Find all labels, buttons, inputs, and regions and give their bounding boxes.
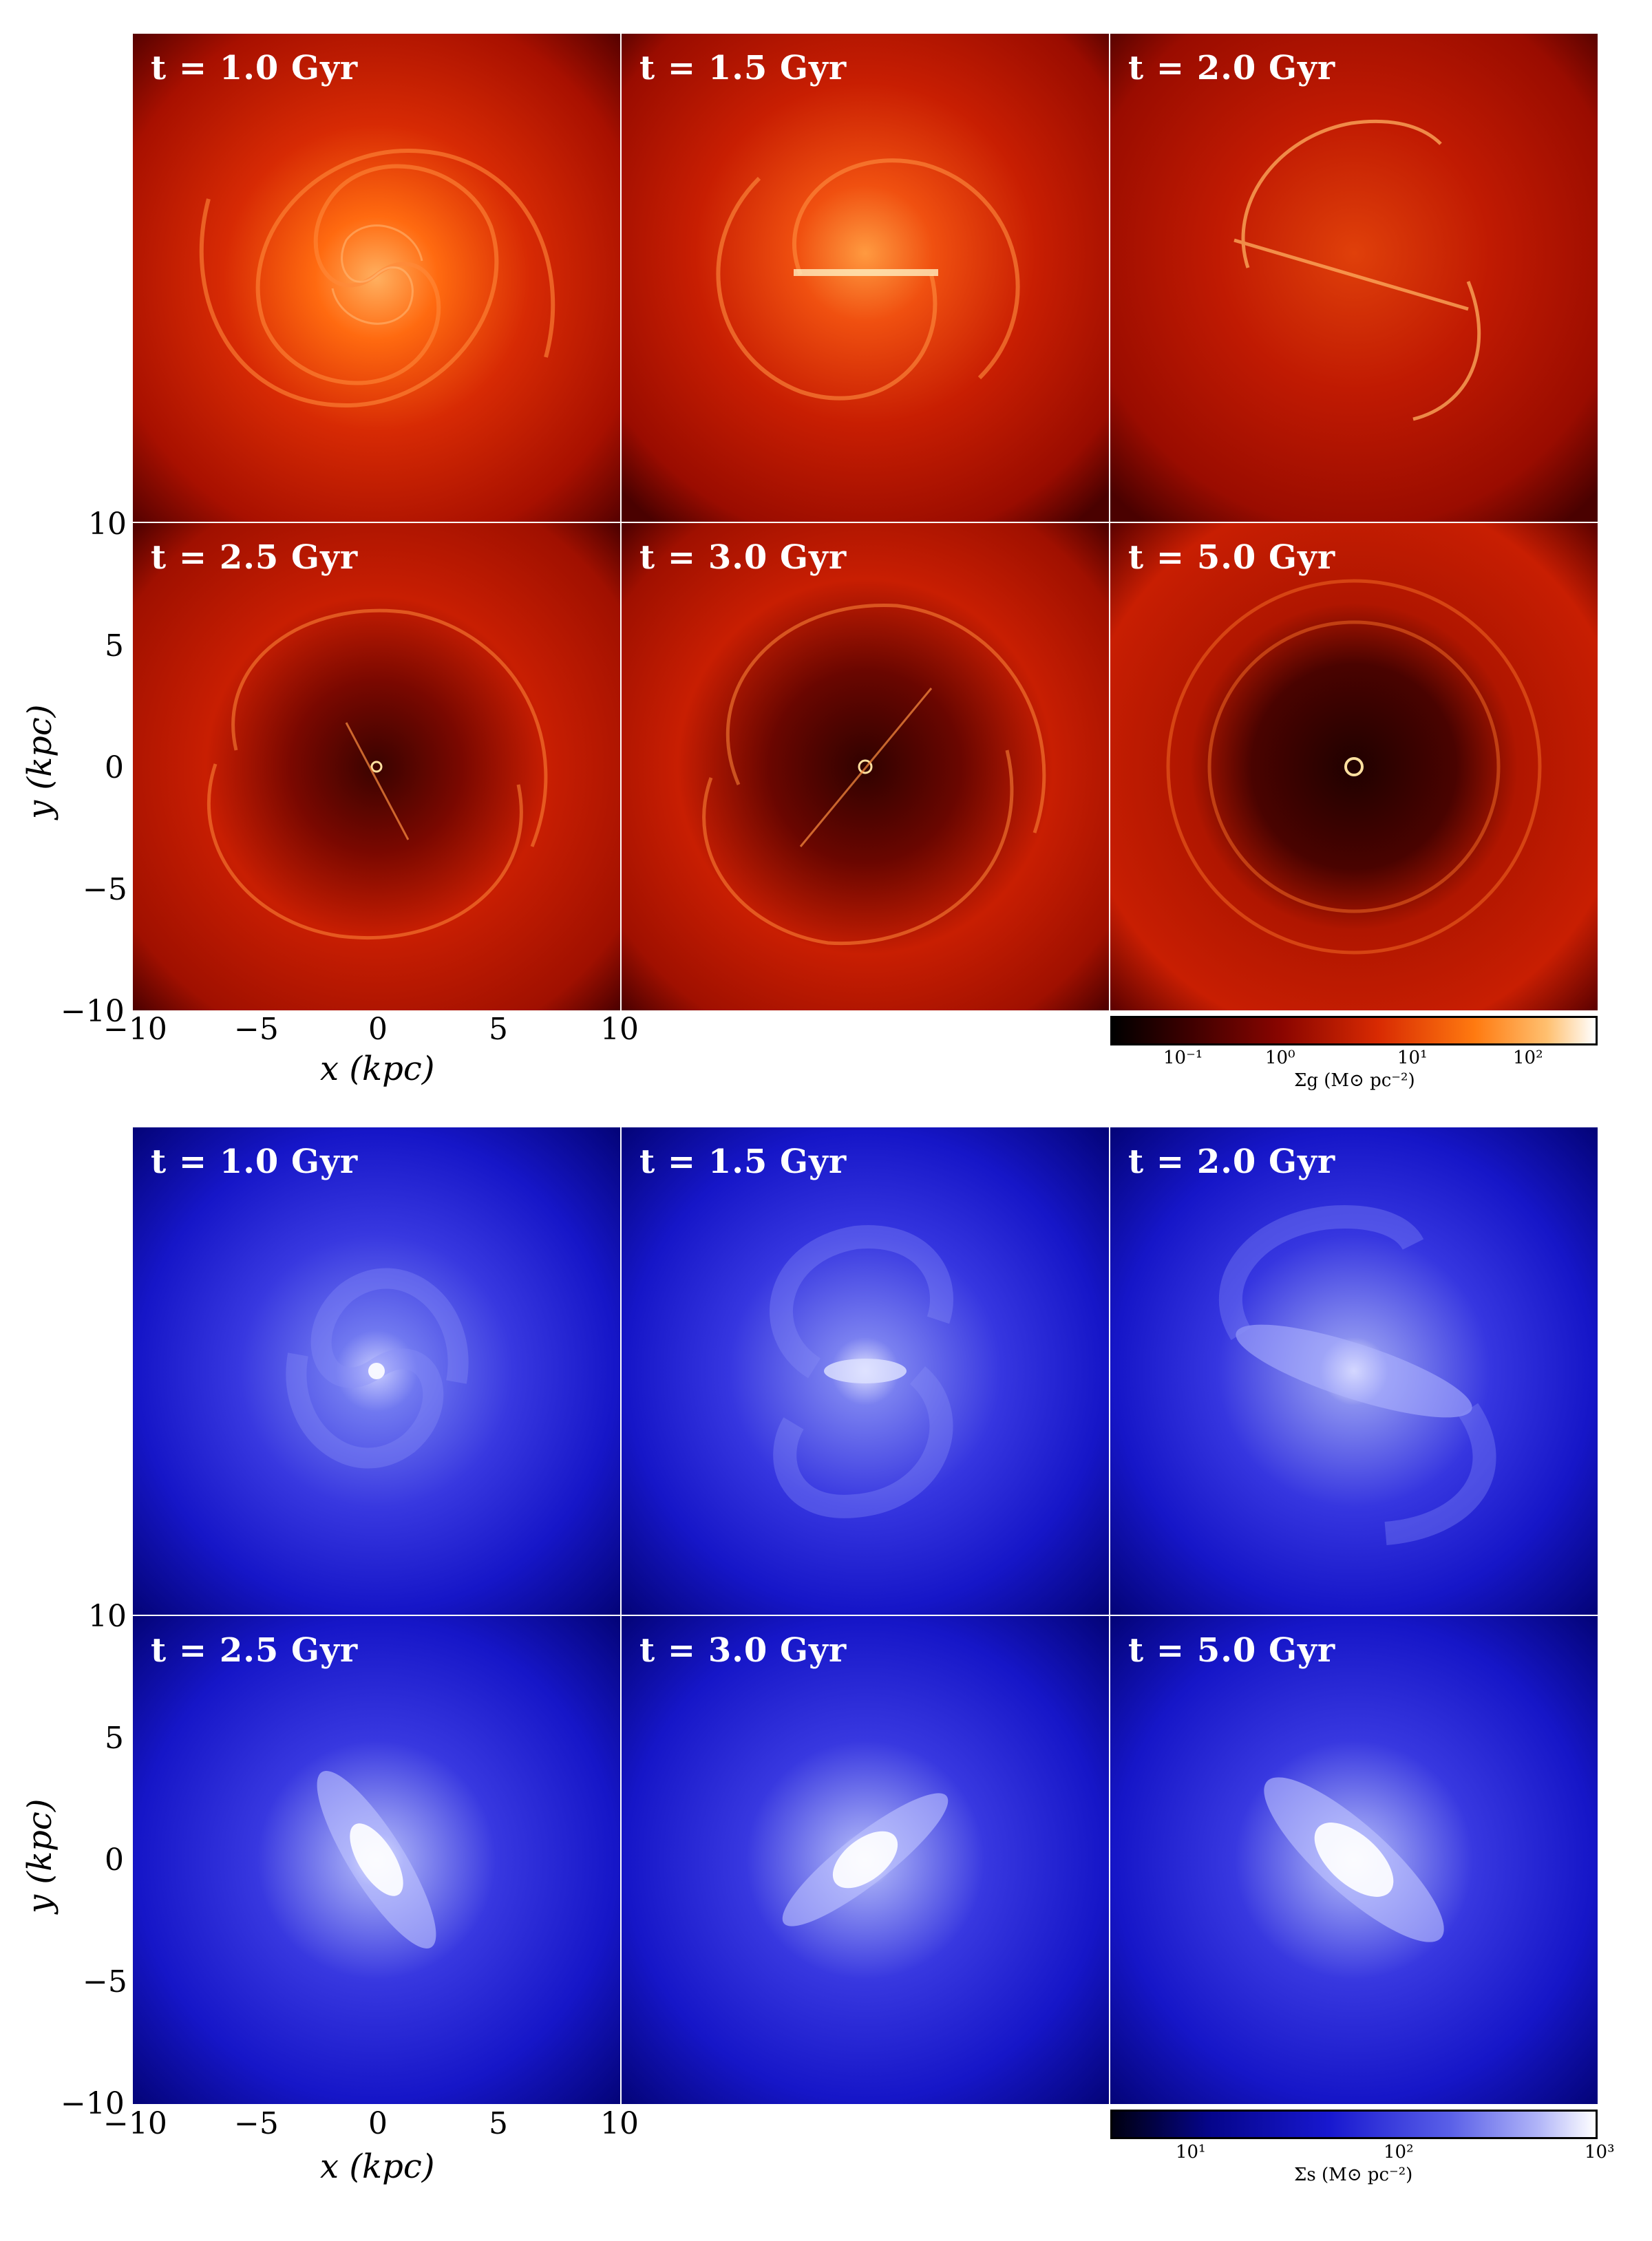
y-tick-label: 5 (105, 628, 124, 663)
time-label: t = 1.5 Gyr (639, 49, 847, 87)
y-tick-label: 0 (105, 750, 124, 785)
y-tick-label: −5 (83, 1964, 127, 1999)
colorbar-tick-label: 10² (1384, 2142, 1414, 2163)
stars-panel-3: t = 2.0 Gyr (1110, 1127, 1598, 1615)
x-tick-label: −10 (103, 2106, 167, 2141)
x-tick-label: 5 (489, 2106, 508, 2141)
x-tick-label: −5 (234, 1012, 279, 1047)
y-axis-label: y (kpc) (21, 1798, 59, 1913)
time-label: t = 2.0 Gyr (1128, 1143, 1336, 1181)
gas-panel-3: t = 2.0 Gyr (1110, 34, 1598, 522)
time-label: t = 2.0 Gyr (1128, 49, 1336, 87)
time-label: t = 3.0 Gyr (639, 1631, 847, 1670)
y-tick-label: −5 (83, 872, 127, 907)
gas-panel-6: t = 5.0 Gyr (1110, 523, 1598, 1010)
x-tick-label: 5 (489, 1012, 508, 1047)
gas-panel-5: t = 3.0 Gyr (622, 523, 1109, 1010)
y-tick-label: 5 (105, 1721, 124, 1756)
panel-divider (133, 522, 1598, 523)
x-axis-label: x (kpc) (320, 1050, 435, 1088)
stars-panel-6: t = 5.0 Gyr (1110, 1616, 1598, 2104)
y-tick-label: −10 (61, 994, 125, 1029)
time-label: t = 1.0 Gyr (151, 1143, 359, 1181)
gas-colorbar (1110, 1016, 1598, 1045)
time-label: t = 5.0 Gyr (1128, 538, 1336, 577)
x-tick-label: 0 (368, 1012, 388, 1047)
gas-panel-2: t = 1.5 Gyr (622, 34, 1109, 522)
x-tick-label: −5 (234, 2106, 279, 2141)
stars-panel-2: t = 1.5 Gyr (622, 1127, 1109, 1615)
x-tick-label: 10 (600, 2106, 639, 2141)
x-tick-label: −10 (103, 1012, 167, 1047)
x-tick-label: 10 (600, 1012, 639, 1047)
colorbar-tick-label: 10¹ (1176, 2142, 1206, 2163)
stars-panel-1: t = 1.0 Gyr (133, 1127, 620, 1615)
x-tick-label: 0 (368, 2106, 388, 2141)
y-tick-label: 0 (105, 1842, 124, 1878)
colorbar-title: Σs (M⊙ pc⁻²) (1294, 2165, 1413, 2185)
time-label: t = 1.5 Gyr (639, 1143, 847, 1181)
stars-colorbar (1110, 2110, 1598, 2139)
time-label: t = 2.5 Gyr (151, 538, 359, 577)
stars-panel-4: t = 2.5 Gyr (133, 1616, 620, 2104)
colorbar-tick-label: 10¹ (1397, 1048, 1428, 1068)
y-axis-label: y (kpc) (21, 704, 59, 819)
panel-divider (133, 1615, 1598, 1616)
time-label: t = 1.0 Gyr (151, 49, 359, 87)
time-label: t = 3.0 Gyr (639, 538, 847, 577)
colorbar-tick-label: 10⁰ (1265, 1048, 1295, 1068)
stars-panel-5: t = 3.0 Gyr (622, 1616, 1109, 2104)
y-tick-label: −10 (61, 2086, 125, 2121)
colorbar-tick-label: 10³ (1585, 2142, 1615, 2163)
colorbar-tick-label: 10² (1513, 1048, 1543, 1068)
gas-panel-1: t = 1.0 Gyr (133, 34, 620, 522)
x-axis-label: x (kpc) (320, 2147, 435, 2186)
y-tick-label: 10 (88, 507, 127, 542)
colorbar-tick-label: 10⁻¹ (1163, 1048, 1203, 1068)
time-label: t = 5.0 Gyr (1128, 1631, 1336, 1670)
gas-panel-4: t = 2.5 Gyr (133, 523, 620, 1010)
colorbar-title: Σg (M⊙ pc⁻²) (1294, 1070, 1415, 1091)
y-tick-label: 10 (88, 1599, 127, 1634)
time-label: t = 2.5 Gyr (151, 1631, 359, 1670)
